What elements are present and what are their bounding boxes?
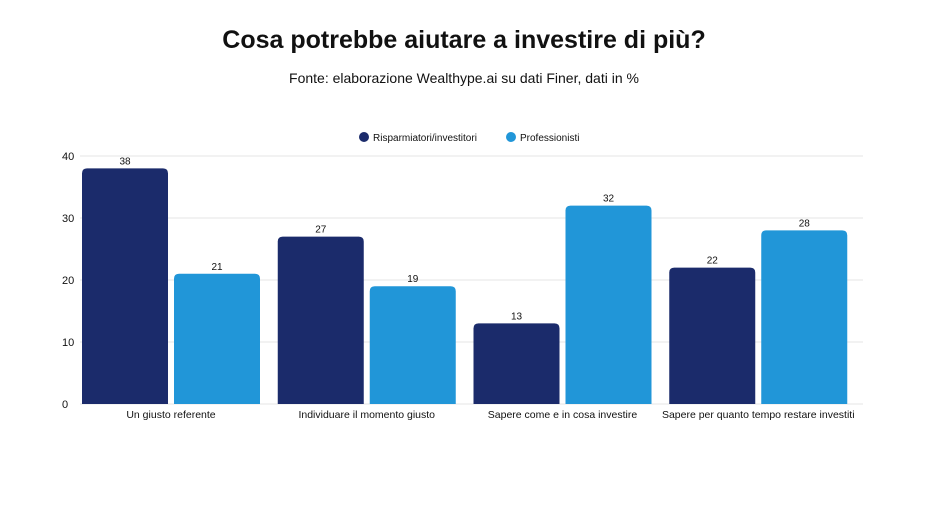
bar: [761, 230, 848, 404]
x-tick-label: Sapere come e in cosa investire: [488, 409, 638, 421]
legend-marker: [506, 132, 516, 142]
data-label: 28: [799, 218, 811, 229]
data-label: 13: [511, 311, 523, 322]
y-tick-label: 30: [62, 213, 74, 225]
data-label: 22: [707, 256, 719, 267]
y-tick-label: 10: [62, 337, 74, 349]
y-tick-label: 20: [62, 275, 74, 287]
bar: [277, 236, 364, 404]
bar: [565, 205, 652, 404]
legend-marker: [359, 132, 369, 142]
data-label: 38: [119, 156, 131, 167]
bar: [82, 168, 168, 404]
data-label: 21: [211, 262, 223, 273]
bar: [174, 273, 260, 404]
bar: [669, 267, 756, 404]
y-tick-label: 40: [62, 151, 74, 163]
x-tick-label: Un giusto referente: [126, 409, 215, 421]
bar: [369, 286, 456, 404]
y-tick-label: 0: [62, 399, 68, 411]
bar: [473, 323, 560, 404]
data-label: 27: [315, 225, 327, 236]
x-tick-label: Sapere per quanto tempo restare investit…: [662, 409, 855, 421]
x-tick-label: Individuare il momento giusto: [298, 409, 435, 421]
data-label: 19: [407, 274, 419, 285]
data-label: 32: [603, 194, 615, 205]
legend-label: Risparmiatori/investitori: [373, 133, 477, 144]
chart-subtitle: Fonte: elaborazione Wealthype.ai su dati…: [289, 70, 639, 86]
chart-title: Cosa potrebbe aiutare a investire di più…: [222, 26, 706, 54]
legend-label: Professionisti: [520, 133, 579, 144]
